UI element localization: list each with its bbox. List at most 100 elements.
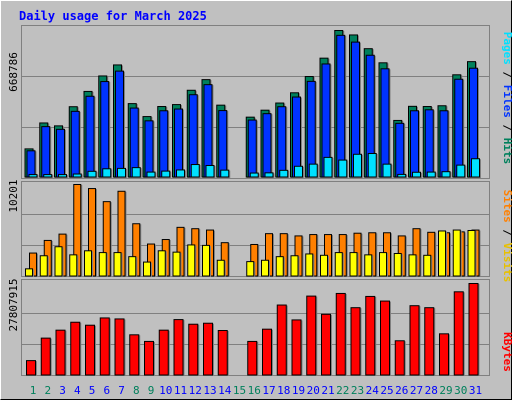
pages-bar-29 [441,171,451,178]
files-bar-25 [380,68,390,178]
files-bar-18 [277,106,287,178]
files-bar-27 [410,110,419,178]
pages-bar-25 [382,163,392,178]
kbytes-bar-6 [99,317,110,376]
pages-bar-21 [323,156,333,178]
files-bar-4 [70,110,80,178]
kbytes-bar-9 [144,340,154,376]
day-label-27: 27 [410,384,423,397]
legend-visits: Visits [501,243,512,283]
pages-bar-5 [87,170,97,178]
legend-kbytes: KBytes [501,332,512,372]
kbytes-bar-16 [247,340,258,376]
files-bar-22 [336,34,346,178]
visits-bar-10 [157,250,166,277]
pages-bar-30 [456,164,466,178]
visits-bar-14 [216,259,225,277]
kbytes-bar-27 [409,305,420,376]
day-label-25: 25 [380,384,393,397]
day-label-14: 14 [218,384,232,397]
day-label-11: 11 [174,384,187,397]
kbytes-bar-7 [114,318,125,376]
visits-bar-30 [452,229,461,277]
legend-pages: Pages [501,32,512,65]
files-bar-10 [159,110,169,178]
kbytes-bar-11 [173,319,184,376]
pages-bar-27 [412,171,421,178]
visits-bar-6 [98,252,107,277]
visits-bar-19 [290,255,299,277]
kbytes-bar-26 [394,340,405,376]
pages-bar-28 [426,171,436,178]
files-bar-20 [306,80,316,178]
pages-bar-11 [176,169,185,178]
day-label-28: 28 [425,384,438,397]
day-label-30: 30 [454,384,467,397]
visits-bar-9 [143,261,151,277]
kbytes-bar-4 [70,321,81,376]
kbytes-bar-20 [306,295,317,376]
pages-bar-13 [205,165,215,178]
files-bar-5 [85,95,95,178]
day-label-23: 23 [351,384,364,397]
visits-bar-21 [320,254,328,277]
files-bar-2 [41,126,51,178]
bars-layer [24,30,481,376]
kbytes-bar-19 [291,319,302,376]
pages-bar-10 [161,170,171,178]
pages-bar-8 [131,167,141,178]
visits-bar-24 [364,254,373,277]
chart-title: Daily usage for March 2025 [19,9,207,23]
visits-bar-28 [423,254,432,277]
kbytes-bar-22 [335,292,346,376]
day-label-3: 3 [59,384,66,397]
day-label-10: 10 [159,384,172,397]
day-label-29: 29 [439,384,452,397]
files-bar-8 [129,107,139,178]
visits-bar-7 [113,252,122,277]
visits-bar-16 [246,261,255,277]
day-label-16: 16 [248,384,261,397]
kbytes-bar-28 [424,307,435,376]
legend-hits: Hits [501,138,512,165]
kbytes-bar-18 [276,304,287,376]
pages-bar-7 [117,167,126,178]
visits-bar-3 [54,246,63,277]
pages-bar-14 [220,169,230,178]
pages-bar-31 [471,158,480,178]
day-label-5: 5 [89,384,96,397]
legend-files: Files [501,85,512,118]
kbytes-bar-14 [217,330,228,376]
files-bar-13 [203,84,213,178]
pages-bar-16 [249,172,259,178]
visits-bar-31 [467,230,476,277]
files-bar-6 [100,81,110,178]
visits-bar-2 [39,255,48,277]
visits-bar-11 [172,251,181,277]
day-label-6: 6 [103,384,110,397]
visits-bar-4 [69,254,78,277]
files-bar-7 [115,70,124,178]
pages-bar-19 [294,165,303,178]
files-bar-3 [56,128,65,178]
pages-bar-6 [102,168,112,178]
files-bar-30 [454,78,464,178]
hits-max-label: 668786 [7,52,20,92]
visits-bar-27 [408,254,417,277]
pages-bar-9 [146,171,156,178]
visits-bar-5 [84,250,92,277]
day-label-17: 17 [262,384,275,397]
kbytes-bar-21 [321,313,331,376]
pages-bar-20 [308,163,318,178]
files-bar-26 [395,122,405,178]
day-label-13: 13 [203,384,216,397]
legend-hits-files-pages: Pages / Files / Hits [501,32,512,165]
kbytes-bar-29 [439,333,449,376]
day-label-9: 9 [148,384,155,397]
day-label-31: 31 [469,384,482,397]
kbytes-bar-13 [203,322,213,376]
visits-bar-22 [334,252,343,277]
files-bar-1 [26,150,36,178]
files-bar-16 [247,119,257,178]
